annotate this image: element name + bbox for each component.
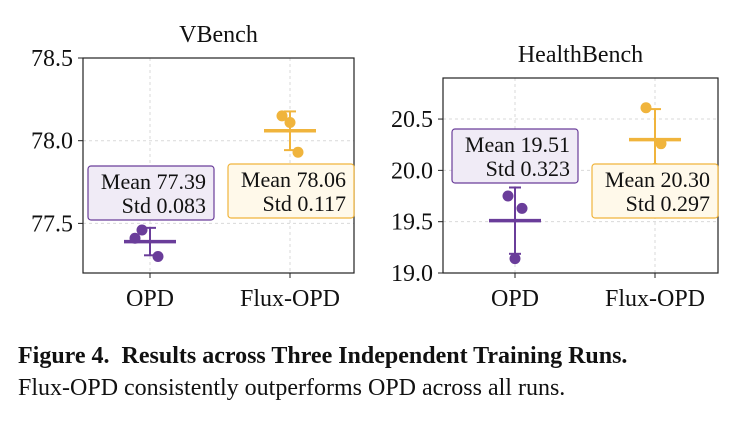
stats-mean-label: Mean 20.30 [605, 167, 710, 192]
data-point [655, 138, 667, 150]
data-point [502, 190, 514, 202]
stats-std-label: Std 0.297 [626, 191, 710, 216]
y-tick-label: 19.5 [391, 210, 433, 236]
y-tick-label: 19.0 [391, 261, 433, 287]
chart-title: VBench [179, 22, 258, 48]
stats-box [227, 163, 355, 219]
stats-std-label: Std 0.117 [262, 191, 346, 216]
stats-mean-label: Mean 19.51 [465, 132, 570, 157]
stats-box [591, 163, 719, 219]
data-point [284, 117, 296, 128]
y-tick-label: 20.0 [391, 158, 433, 184]
y-tick-label: 78.0 [31, 129, 73, 155]
figure-caption: Figure 4. Results across Three Independe… [18, 340, 730, 404]
stats-mean-label: Mean 78.06 [241, 167, 346, 192]
chart-title: HealthBench [518, 42, 643, 68]
caption-text: Flux-OPD consistently outperforms OPD ac… [18, 375, 566, 401]
x-tick-label: OPD [126, 286, 174, 312]
stats-box [87, 165, 215, 221]
data-point [640, 102, 652, 114]
data-point [292, 146, 304, 158]
caption-title: Results across Three Independent Trainin… [121, 343, 628, 369]
y-tick-label: 78.5 [31, 46, 73, 72]
data-point [129, 232, 141, 244]
stats-box [451, 128, 579, 184]
data-point [509, 253, 521, 265]
data-point [152, 250, 164, 262]
data-point [516, 202, 528, 214]
data-point [136, 224, 148, 236]
x-tick-label: OPD [491, 286, 539, 312]
stats-mean-label: Mean 77.39 [101, 169, 206, 194]
y-tick-label: 20.5 [391, 107, 433, 133]
stats-std-label: Std 0.083 [122, 193, 206, 218]
stats-std-label: Std 0.323 [486, 156, 570, 181]
data-point [276, 110, 288, 122]
y-tick-label: 77.5 [31, 211, 73, 237]
x-tick-label: Flux-OPD [240, 286, 340, 312]
x-tick-label: Flux-OPD [605, 286, 705, 312]
caption-label: Figure 4. [18, 343, 110, 369]
chart-panel-2: HealthBench 19.0 19.5 20.0 20.5 OPD Flux-OPD Me… [391, 42, 719, 312]
